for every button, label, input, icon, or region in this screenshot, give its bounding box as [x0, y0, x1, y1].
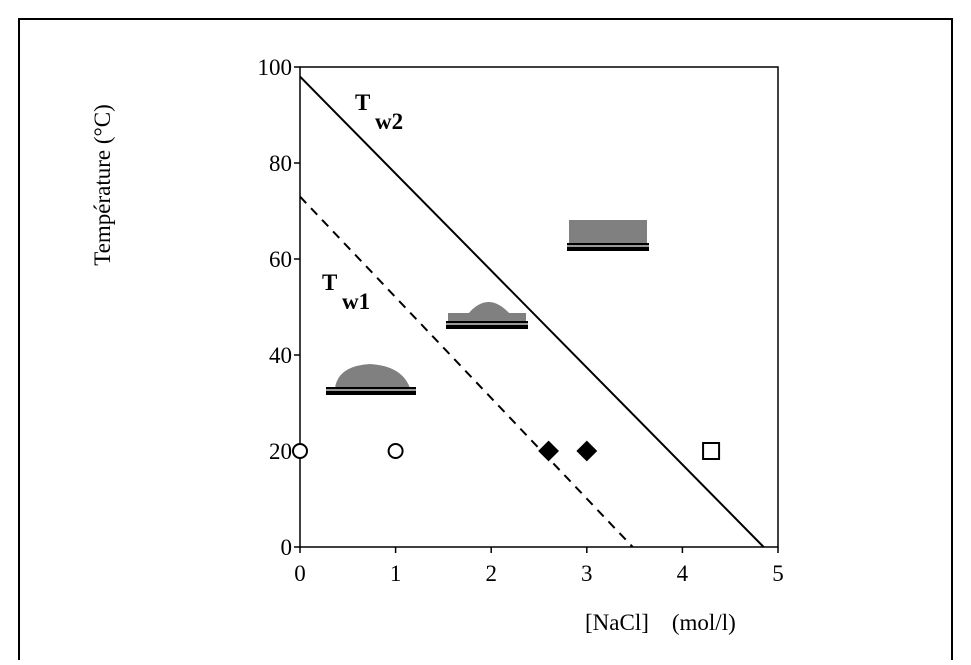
y-tick-label: 80 [269, 151, 292, 176]
y-tick-label: 100 [258, 55, 293, 80]
x-tick-label: 4 [677, 561, 689, 586]
y-tick-label: 20 [269, 439, 292, 464]
annotation: T [322, 270, 337, 295]
y-tick-label: 60 [269, 247, 292, 272]
x-tick-label: 5 [772, 561, 784, 586]
point [538, 440, 559, 462]
annotation-subscript: w2 [375, 109, 403, 134]
annotation-subscript: w1 [342, 289, 370, 314]
x-axis-label: [NaCl] (mol/l) [585, 610, 736, 635]
line [299, 195, 634, 548]
line [299, 75, 765, 548]
annotation: T [355, 90, 370, 115]
point [387, 443, 404, 459]
film-icon [567, 220, 649, 251]
frame [18, 18, 953, 660]
x-tick-label: 3 [581, 561, 593, 586]
x-tick-label: 1 [390, 561, 402, 586]
x-tick-label: 2 [485, 561, 497, 586]
point [576, 440, 598, 462]
droplet-icon [326, 364, 416, 395]
y-tick-label: 0 [281, 535, 293, 560]
y-axis-label: Température (°C) [90, 104, 115, 265]
plot-box [299, 66, 779, 548]
point [292, 443, 308, 459]
x-tick-label: 0 [294, 561, 306, 586]
y-tick-label: 40 [269, 343, 292, 368]
droplet-icon [446, 302, 528, 329]
point [702, 442, 721, 460]
